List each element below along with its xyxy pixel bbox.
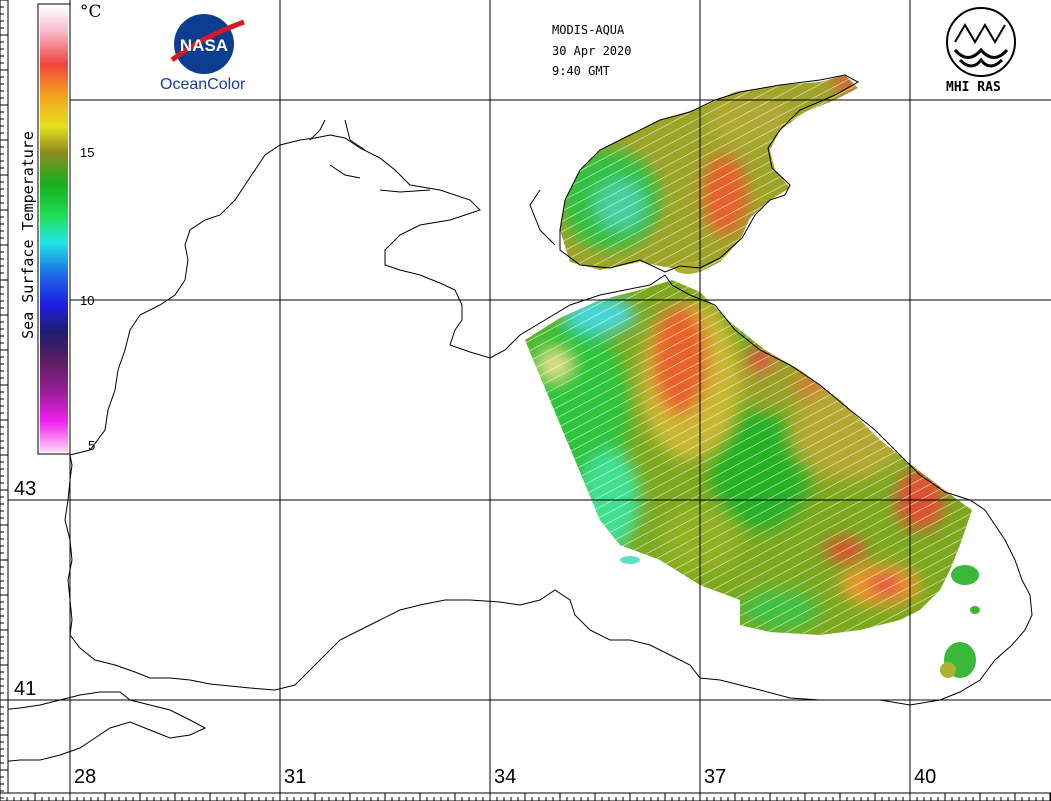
lon-label: 37 [704,766,727,788]
header-sensor: MODIS-AQUA [552,23,625,37]
sst-patches [620,262,980,678]
nasa-logo: NASA [170,14,245,74]
lat-label: 41 [14,678,37,700]
coastline [0,74,1033,763]
lon-label: 40 [914,766,937,788]
header-date: 30 Apr 2020 [552,44,632,58]
lon-label: 31 [284,766,307,788]
sst-swath-south [525,280,972,635]
colorbar-title: Sea Surface Temperature [19,131,37,339]
colorbar [37,3,71,455]
nasa-logo-text: NASA [180,36,228,55]
colorbar-ramp [40,6,68,452]
lon-label: 34 [494,766,517,788]
lat-label: 43 [14,478,37,500]
colorbar-tick: 5 [88,438,96,453]
colorbar-tick: 10 [80,293,95,308]
lon-label: 28 [74,766,97,788]
mhi-ras-caption: MHI RAS [946,80,1001,95]
sst-azov [560,75,858,272]
header-time: 9:40 GMT [552,64,610,78]
colorbar-unit: °C [80,2,102,22]
mhi-ras-logo [946,7,1016,77]
colorbar-tick: 15 [80,145,95,160]
oceancolor-caption: OceanColor [160,76,246,93]
